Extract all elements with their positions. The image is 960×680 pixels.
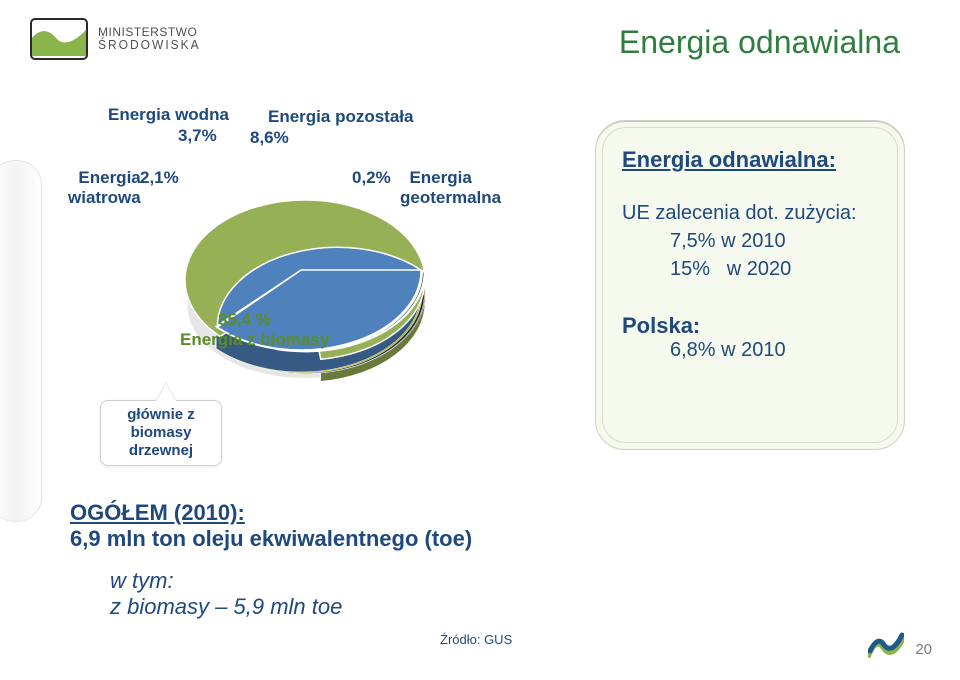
label-wind-name: Energiawiatrowa — [68, 148, 141, 208]
biomass-callout: głównie z biomasy drzewnej — [100, 400, 222, 466]
label-biomass-pct: 85,4 % — [218, 310, 271, 330]
label-geo-name: Energiageotermalna — [400, 148, 501, 208]
left-accent-pill — [0, 160, 42, 522]
label-wind-pct: 2,1% — [140, 168, 179, 188]
summary-l1: OGÓŁEM (2010): — [70, 500, 590, 526]
ministry-block: MINISTERSTWO ŚRODOWISKA — [30, 18, 201, 60]
label-biomass-name: Energia z biomasy — [180, 330, 329, 350]
summary-block: OGÓŁEM (2010): 6,9 mln ton oleju ekwiwal… — [70, 500, 590, 620]
source-text: Źródło: GUS — [440, 632, 512, 647]
page-number: 20 — [915, 641, 932, 658]
panel-title: Energia odnawialna: — [622, 147, 878, 173]
ministry-line2: ŚRODOWISKA — [98, 39, 201, 52]
corner-logo-icon — [868, 628, 904, 658]
label-hydro-pct: 3,7% — [178, 126, 217, 146]
info-panel: Energia odnawialna: UE zalecenia dot. zu… — [595, 120, 905, 450]
page-title: Energia odnawialna — [619, 24, 900, 61]
panel-eu-block: UE zalecenia dot. zużycia: 7,5% w 2010 1… — [622, 199, 878, 283]
ministry-text: MINISTERSTWO ŚRODOWISKA — [98, 26, 201, 51]
label-other-name: Energia pozostała — [268, 107, 413, 127]
summary-l4: z biomasy – 5,9 mln toe — [70, 594, 590, 620]
label-geo-pct: 0,2% — [352, 168, 391, 188]
summary-l3: w tym: — [70, 568, 590, 594]
ministry-logo-icon — [30, 18, 88, 60]
label-hydro-name: Energia wodna — [108, 105, 229, 125]
label-other-pct: 8,6% — [250, 128, 289, 148]
panel-poland-block: Polska: 6,8% w 2010 — [622, 313, 878, 362]
summary-l2: 6,9 mln ton oleju ekwiwalentnego (toe) — [70, 526, 590, 552]
